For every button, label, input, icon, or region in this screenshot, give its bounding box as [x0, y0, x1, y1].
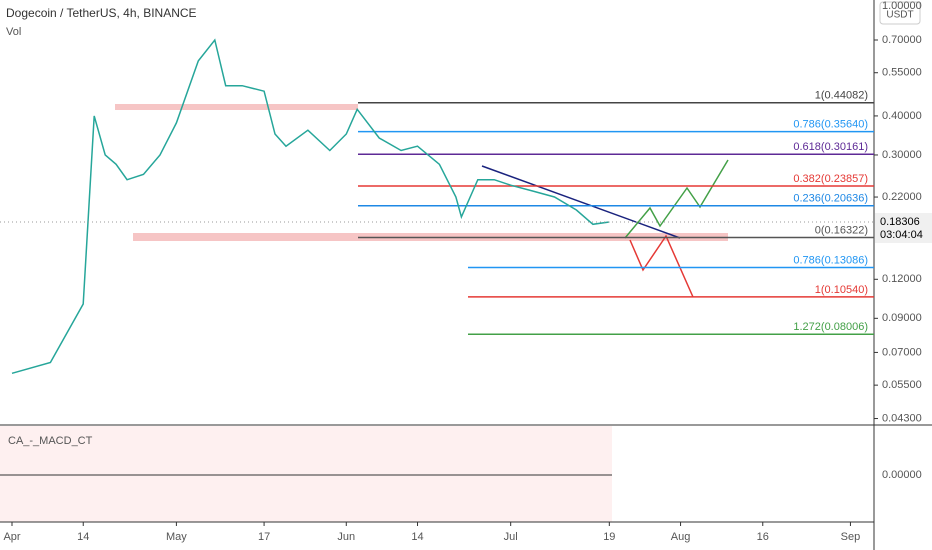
fib-label: 1(0.44082): [815, 90, 868, 102]
resistance-zone: [115, 104, 358, 110]
fib-label: 0(0.16322): [815, 224, 868, 236]
x-tick-label: Jul: [504, 531, 518, 543]
x-tick-label: 16: [757, 531, 769, 543]
indicator-name: CA_-_MACD_CT: [8, 435, 93, 447]
x-tick-label: 14: [77, 531, 89, 543]
currency-box[interactable]: [879, 1, 921, 25]
y-tick-label: 0.40000: [882, 110, 922, 122]
y-tick-label: 0.70000: [882, 34, 922, 46]
x-tick-label: Jun: [337, 531, 355, 543]
fib-label: 0.618(0.30161): [793, 141, 868, 153]
y-tick-label: 0.55000: [882, 67, 922, 79]
indicator-tick-label: 0.00000: [882, 469, 922, 481]
x-tick-label: Aug: [671, 531, 691, 543]
fib-label: 0.382(0.23857): [793, 173, 868, 185]
fib-label: 1.272(0.08006): [793, 321, 868, 333]
countdown: 03:04:04: [880, 229, 923, 241]
currency: USDT: [886, 10, 913, 21]
y-tick-label: 1.00000: [882, 0, 922, 12]
bearish-arrow: [629, 234, 694, 298]
fib-label: 1(0.10540): [815, 284, 868, 296]
y-tick-label: 0.22000: [882, 191, 922, 203]
indicator-background: [0, 426, 612, 522]
x-tick-label: 14: [411, 531, 423, 543]
volume-label: Vol: [6, 26, 21, 38]
fib-label: 0.236(0.20636): [793, 193, 868, 205]
chart-title: Dogecoin / TetherUS, 4h, BINANCE: [6, 6, 197, 20]
y-tick-label: 0.04300: [882, 412, 922, 424]
x-tick-label: 19: [603, 531, 615, 543]
fib-label: 0.786(0.13086): [793, 254, 868, 266]
fib-label: 0.786(0.35640): [793, 118, 868, 130]
last-price: 0.18306: [880, 216, 920, 228]
y-tick-label: 0.30000: [882, 149, 922, 161]
x-tick-label: Sep: [841, 531, 861, 543]
trendline: [481, 165, 681, 239]
last-price-box: [875, 212, 932, 243]
y-tick-label: 0.12000: [882, 273, 922, 285]
y-tick-label: 0.09000: [882, 312, 922, 324]
x-tick-label: Apr: [3, 531, 20, 543]
bullish-arrow: [624, 159, 729, 239]
y-tick-label: 0.05500: [882, 379, 922, 391]
price-line: [11, 38, 610, 375]
x-tick-label: May: [166, 531, 187, 543]
y-tick-label: 0.07000: [882, 346, 922, 358]
x-tick-label: 17: [258, 531, 270, 543]
